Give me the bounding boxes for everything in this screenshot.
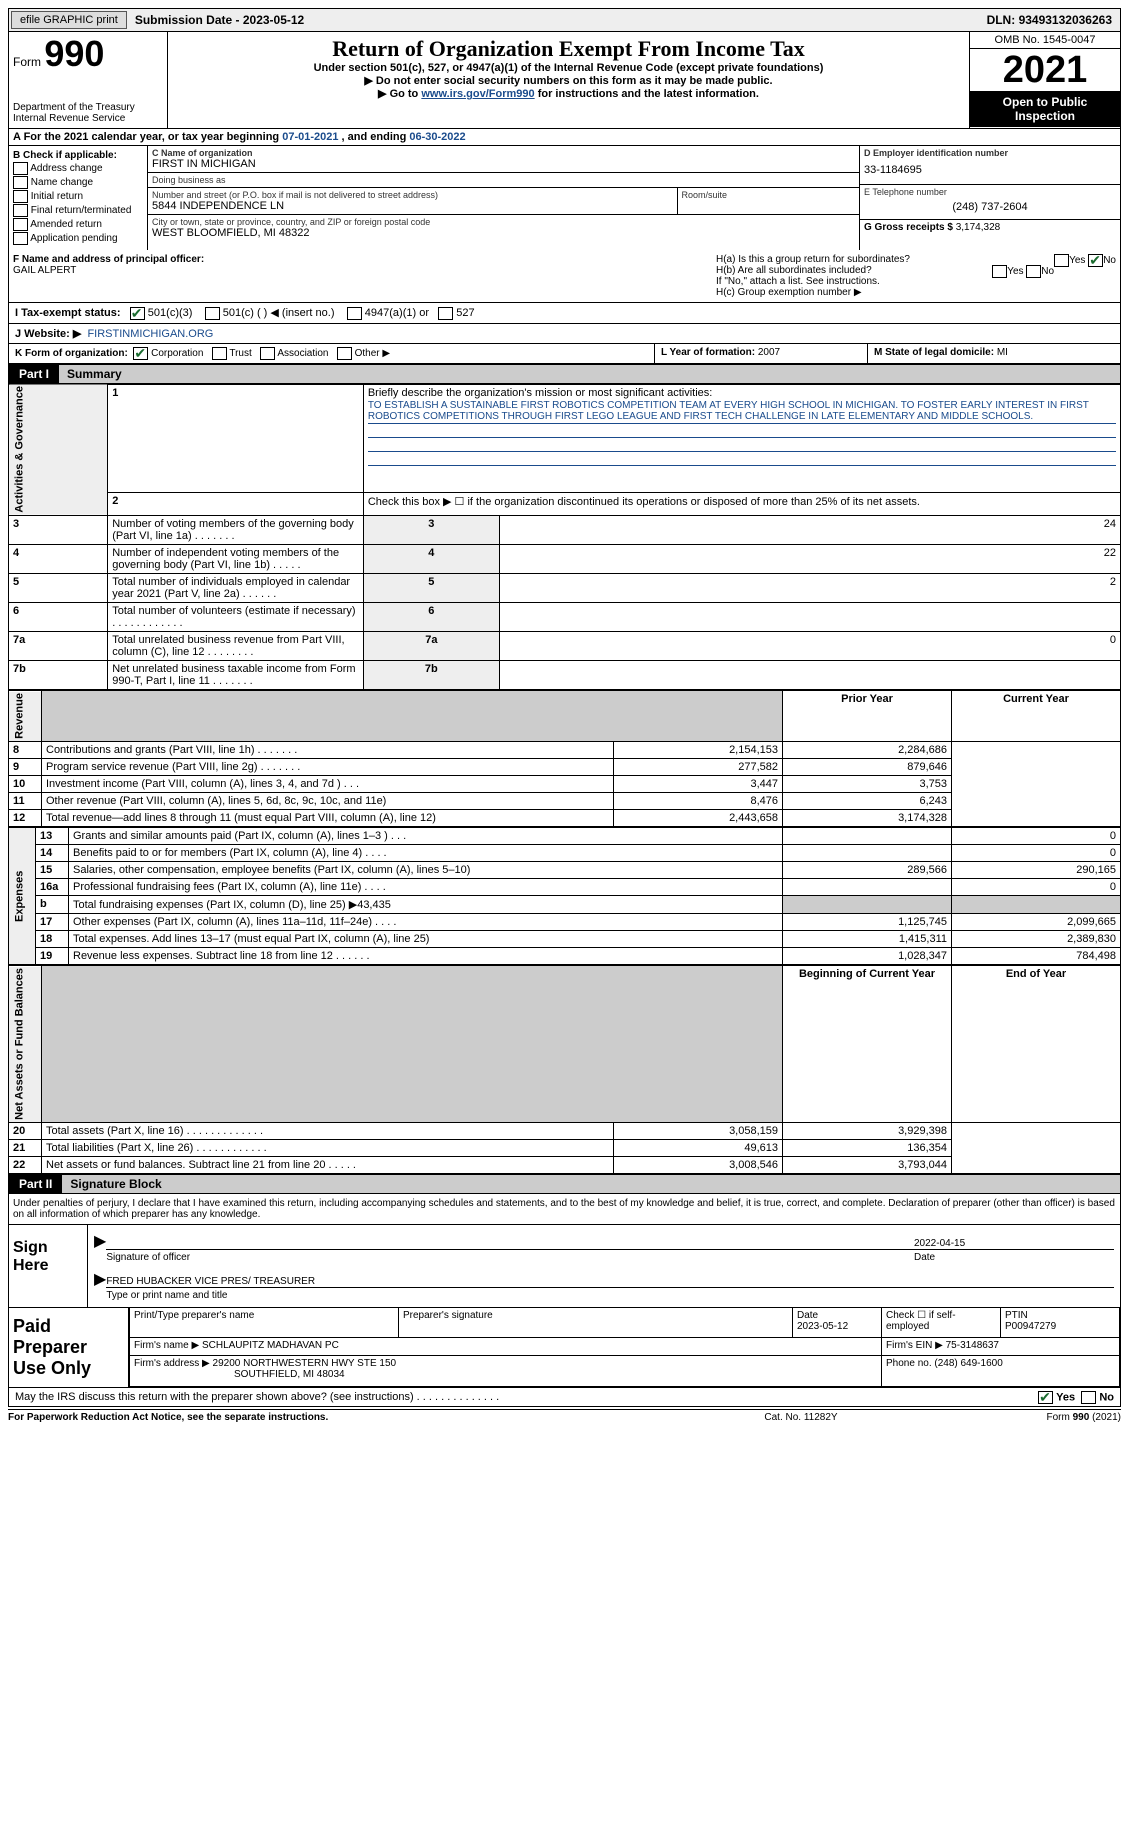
chk-initial-return[interactable] bbox=[13, 190, 28, 203]
preparer-date: 2023-05-12 bbox=[797, 1321, 848, 1332]
sign-here-label: Sign Here bbox=[9, 1225, 88, 1307]
firm-ein: 75-3148637 bbox=[946, 1340, 999, 1351]
tax-year: 2021 bbox=[970, 49, 1120, 91]
ha-group-return: H(a) Is this a group return for subordin… bbox=[716, 254, 1116, 265]
org-city: WEST BLOOMFIELD, MI 48322 bbox=[152, 227, 855, 239]
table-row: 15Salaries, other compensation, employee… bbox=[9, 862, 1121, 879]
chk-other[interactable] bbox=[337, 347, 352, 360]
table-row: 8Contributions and grants (Part VIII, li… bbox=[9, 742, 1121, 759]
open-to-public: Open to Public Inspection bbox=[970, 91, 1120, 127]
form-header: Form 990 Department of the Treasury Inte… bbox=[8, 32, 1121, 129]
submission-date: Submission Date - 2023-05-12 bbox=[129, 11, 310, 29]
table-row: 19Revenue less expenses. Subtract line 1… bbox=[9, 948, 1121, 965]
chk-corporation[interactable] bbox=[133, 347, 148, 360]
table-row: 10Investment income (Part VIII, column (… bbox=[9, 776, 1121, 793]
ein: 33-1184695 bbox=[864, 158, 1116, 182]
table-row: 5Total number of individuals employed in… bbox=[9, 574, 1121, 603]
table-row: bTotal fundraising expenses (Part IX, co… bbox=[9, 896, 1121, 914]
chk-address-change[interactable] bbox=[13, 162, 28, 175]
sig-date: 2022-04-15 bbox=[914, 1238, 965, 1249]
org-name: FIRST IN MICHIGAN bbox=[152, 158, 855, 170]
table-row: 11Other revenue (Part VIII, column (A), … bbox=[9, 793, 1121, 810]
side-activities-governance: Activities & Governance bbox=[9, 384, 108, 516]
discuss-with-preparer: May the IRS discuss this return with the… bbox=[9, 1387, 1120, 1406]
gross-receipts: 3,174,328 bbox=[956, 222, 1001, 233]
paid-preparer-label: Paid Preparer Use Only bbox=[9, 1307, 129, 1387]
col-c-org-info: C Name of organization FIRST IN MICHIGAN… bbox=[148, 146, 859, 250]
row-f-h: F Name and address of principal officer:… bbox=[8, 250, 1121, 303]
form-subtitle-3: ▶ Go to www.irs.gov/Form990 for instruct… bbox=[172, 87, 965, 100]
principal-officer: GAIL ALPERT bbox=[13, 265, 708, 276]
table-row: 18Total expenses. Add lines 13–17 (must … bbox=[9, 931, 1121, 948]
firm-addr2: SOUTHFIELD, MI 48034 bbox=[234, 1369, 345, 1380]
chk-501c3[interactable] bbox=[130, 307, 145, 320]
summary-table-rev: Revenue Prior Year Current Year 8Contrib… bbox=[8, 690, 1121, 827]
page-footer: For Paperwork Reduction Act Notice, see … bbox=[8, 1409, 1121, 1425]
table-row: 17Other expenses (Part IX, column (A), l… bbox=[9, 914, 1121, 931]
form-title: Return of Organization Exempt From Incom… bbox=[172, 36, 965, 62]
side-revenue: Revenue bbox=[9, 691, 42, 742]
org-street: 5844 INDEPENDENCE LN bbox=[152, 200, 673, 212]
table-row: 7aTotal unrelated business revenue from … bbox=[9, 632, 1121, 661]
section-b-c-d: B Check if applicable: Address change Na… bbox=[8, 146, 1121, 250]
mission-statement: TO ESTABLISH A SUSTAINABLE FIRST ROBOTIC… bbox=[368, 399, 1116, 424]
chk-527[interactable] bbox=[438, 307, 453, 320]
phone: (248) 737-2604 bbox=[864, 197, 1116, 217]
part-2-header: Part IISignature Block bbox=[8, 1174, 1121, 1194]
chk-amended-return[interactable] bbox=[13, 218, 28, 231]
row-k-l-m: K Form of organization: Corporation Trus… bbox=[8, 344, 1121, 364]
chk-discuss-no[interactable] bbox=[1081, 1391, 1096, 1404]
summary-table-exp: Expenses13Grants and similar amounts pai… bbox=[8, 827, 1121, 965]
table-row: 21Total liabilities (Part X, line 26) . … bbox=[9, 1139, 1121, 1156]
firm-name: SCHLAUPITZ MADHAVAN PC bbox=[202, 1340, 339, 1351]
form-number: 990 bbox=[44, 33, 104, 74]
table-row: Expenses13Grants and similar amounts pai… bbox=[9, 828, 1121, 845]
dln: DLN: 93493132036263 bbox=[979, 11, 1120, 29]
ptin: P00947279 bbox=[1005, 1321, 1056, 1332]
state-domicile: MI bbox=[997, 347, 1008, 358]
chk-final-return[interactable] bbox=[13, 204, 28, 217]
irs-link[interactable]: www.irs.gov/Form990 bbox=[421, 88, 534, 100]
signature-block: Under penalties of perjury, I declare th… bbox=[8, 1194, 1121, 1407]
table-row: 22Net assets or fund balances. Subtract … bbox=[9, 1156, 1121, 1173]
summary-table-gov: Activities & Governance 1 Briefly descri… bbox=[8, 384, 1121, 691]
chk-4947[interactable] bbox=[347, 307, 362, 320]
officer-name: FRED HUBACKER VICE PRES/ TREASURER bbox=[106, 1276, 315, 1287]
year-formation: 2007 bbox=[758, 347, 780, 358]
chk-name-change[interactable] bbox=[13, 176, 28, 189]
form-subtitle-2: ▶ Do not enter social security numbers o… bbox=[172, 74, 965, 87]
form-subtitle-1: Under section 501(c), 527, or 4947(a)(1)… bbox=[172, 62, 965, 74]
table-row: 12Total revenue—add lines 8 through 11 (… bbox=[9, 810, 1121, 827]
side-net-assets: Net Assets or Fund Balances bbox=[9, 966, 42, 1123]
table-row: 14Benefits paid to or for members (Part … bbox=[9, 845, 1121, 862]
row-a-tax-year: A For the 2021 calendar year, or tax yea… bbox=[8, 129, 1121, 146]
part-1-header: Part ISummary bbox=[8, 364, 1121, 384]
chk-discuss-yes[interactable] bbox=[1038, 1391, 1053, 1404]
col-d-ein-phone: D Employer identification number 33-1184… bbox=[859, 146, 1120, 250]
chk-trust[interactable] bbox=[212, 347, 227, 360]
efile-print-button[interactable]: efile GRAPHIC print bbox=[11, 11, 127, 29]
top-toolbar: efile GRAPHIC print Submission Date - 20… bbox=[8, 8, 1121, 32]
table-row: 20Total assets (Part X, line 16) . . . .… bbox=[9, 1122, 1121, 1139]
hc-group-exemption: H(c) Group exemption number ▶ bbox=[716, 287, 1116, 298]
chk-association[interactable] bbox=[260, 347, 275, 360]
row-j-website: J Website: ▶ FIRSTINMICHIGAN.ORG bbox=[8, 324, 1121, 344]
omb-number: OMB No. 1545-0047 bbox=[970, 32, 1120, 49]
firm-addr1: 29200 NORTHWESTERN HWY STE 150 bbox=[213, 1358, 397, 1369]
perjury-declaration: Under penalties of perjury, I declare th… bbox=[9, 1194, 1120, 1224]
table-row: 4Number of independent voting members of… bbox=[9, 545, 1121, 574]
table-row: 6Total number of volunteers (estimate if… bbox=[9, 603, 1121, 632]
col-b-checkboxes: B Check if applicable: Address change Na… bbox=[9, 146, 148, 250]
website: FIRSTINMICHIGAN.ORG bbox=[87, 328, 213, 340]
table-row: 9Program service revenue (Part VIII, lin… bbox=[9, 759, 1121, 776]
chk-501c[interactable] bbox=[205, 307, 220, 320]
table-row: 7bNet unrelated business taxable income … bbox=[9, 661, 1121, 690]
firm-phone: (248) 649-1600 bbox=[934, 1358, 1002, 1369]
row-i-tax-exempt: I Tax-exempt status: 501(c)(3) 501(c) ( … bbox=[8, 303, 1121, 324]
dept-treasury: Department of the Treasury Internal Reve… bbox=[13, 102, 163, 124]
table-row: 3Number of voting members of the governi… bbox=[9, 516, 1121, 545]
summary-table-na: Net Assets or Fund Balances Beginning of… bbox=[8, 965, 1121, 1174]
chk-application-pending[interactable] bbox=[13, 232, 28, 245]
table-row: 16aProfessional fundraising fees (Part I… bbox=[9, 879, 1121, 896]
